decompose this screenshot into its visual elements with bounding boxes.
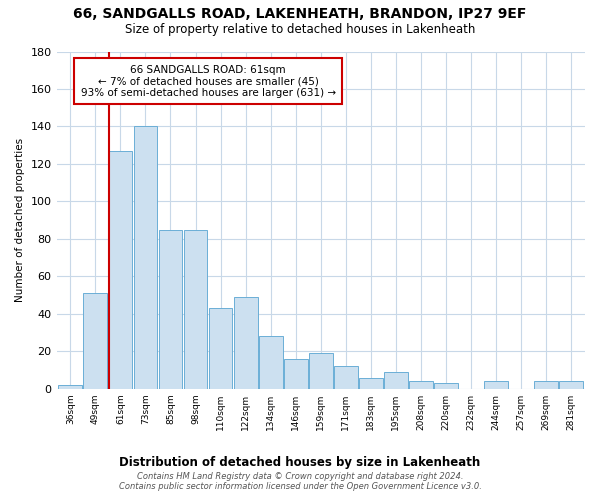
Bar: [83, 293, 107, 389]
Bar: [184, 230, 208, 389]
Text: 66, SANDGALLS ROAD, LAKENHEATH, BRANDON, IP27 9EF: 66, SANDGALLS ROAD, LAKENHEATH, BRANDON,…: [73, 8, 527, 22]
Bar: [409, 382, 433, 389]
Text: Contains HM Land Registry data © Crown copyright and database right 2024.
Contai: Contains HM Land Registry data © Crown c…: [119, 472, 481, 491]
Bar: [559, 382, 583, 389]
Bar: [158, 230, 182, 389]
Bar: [359, 378, 383, 389]
Text: Distribution of detached houses by size in Lakenheath: Distribution of detached houses by size …: [119, 456, 481, 469]
Bar: [384, 372, 408, 389]
Bar: [434, 383, 458, 389]
Bar: [209, 308, 232, 389]
Bar: [284, 359, 308, 389]
Bar: [234, 297, 257, 389]
Text: Size of property relative to detached houses in Lakenheath: Size of property relative to detached ho…: [125, 22, 475, 36]
Text: 66 SANDGALLS ROAD: 61sqm
← 7% of detached houses are smaller (45)
93% of semi-de: 66 SANDGALLS ROAD: 61sqm ← 7% of detache…: [80, 64, 335, 98]
Bar: [334, 366, 358, 389]
Bar: [58, 385, 82, 389]
Bar: [109, 151, 133, 389]
Bar: [309, 353, 332, 389]
Y-axis label: Number of detached properties: Number of detached properties: [15, 138, 25, 302]
Bar: [534, 382, 558, 389]
Bar: [134, 126, 157, 389]
Bar: [484, 382, 508, 389]
Bar: [259, 336, 283, 389]
